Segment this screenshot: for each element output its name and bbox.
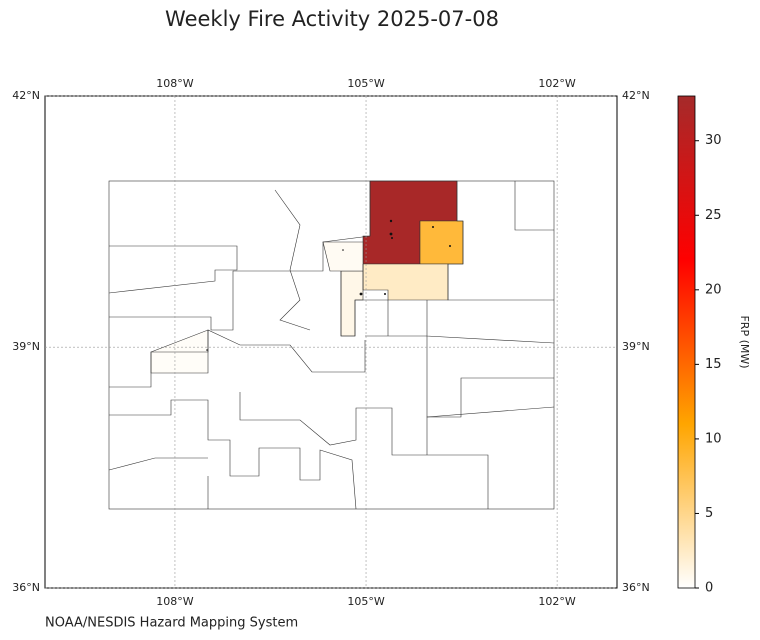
fire-area bbox=[322, 241, 364, 272]
lon-tick-label: 108°W bbox=[156, 595, 193, 608]
county-line bbox=[108, 245, 238, 294]
county-line bbox=[426, 300, 555, 344]
lon-tick-label: 105°W bbox=[347, 77, 384, 90]
county-line bbox=[108, 457, 208, 471]
fire-point bbox=[432, 226, 434, 228]
lon-tick-label: 102°W bbox=[538, 77, 575, 90]
fire-point bbox=[391, 237, 393, 239]
fire-area bbox=[150, 329, 209, 374]
fire-point bbox=[389, 219, 393, 223]
lat-tick-label: 36°N bbox=[622, 581, 650, 594]
fire-point bbox=[342, 249, 344, 251]
county-line bbox=[109, 329, 366, 388]
fire-point bbox=[389, 232, 393, 236]
colorbar-tick-label: 30 bbox=[705, 133, 722, 148]
lon-tick-label: 108°W bbox=[156, 77, 193, 90]
county-line bbox=[239, 392, 489, 509]
lat-tick-label: 39°N bbox=[622, 340, 650, 353]
county-line bbox=[426, 406, 555, 455]
colorbar-tick-label: 25 bbox=[705, 208, 722, 223]
source: NOAA/NESDIS Hazard Mapping System bbox=[45, 616, 298, 631]
counties bbox=[108, 180, 555, 510]
colorbar-tick-label: 20 bbox=[705, 282, 722, 297]
lat-tick-label: 42°N bbox=[622, 89, 650, 102]
lon-tick-label: 102°W bbox=[538, 595, 575, 608]
fire-point bbox=[384, 293, 386, 295]
fire-point bbox=[206, 349, 208, 351]
colorbar bbox=[677, 95, 696, 589]
colorbar-tick-label: 5 bbox=[705, 506, 713, 521]
lat-tick-label: 39°N bbox=[12, 340, 40, 353]
title: Weekly Fire Activity 2025-07-08 bbox=[165, 7, 499, 31]
fire-area bbox=[340, 270, 364, 337]
fire-areas bbox=[150, 180, 464, 374]
fire-point bbox=[359, 292, 363, 296]
county-line bbox=[274, 189, 311, 331]
colorbar-tick-label: 0 bbox=[705, 581, 713, 596]
fire-area bbox=[419, 220, 464, 265]
county-line bbox=[109, 181, 371, 331]
lat-tick-label: 36°N bbox=[12, 581, 40, 594]
fire-area bbox=[362, 263, 449, 301]
colorbar-label: FRP (MW) bbox=[738, 315, 751, 368]
county-line bbox=[447, 181, 554, 301]
fire-detections bbox=[206, 219, 451, 351]
state-outline bbox=[108, 180, 555, 510]
lon-tick-label: 105°W bbox=[347, 595, 384, 608]
county-line bbox=[365, 335, 554, 418]
colorbar-tick-label: 10 bbox=[705, 431, 722, 446]
colorbar-tick-label: 15 bbox=[705, 357, 722, 372]
lat-tick-label: 42°N bbox=[12, 89, 40, 102]
county-line bbox=[109, 399, 357, 510]
fire-point bbox=[449, 245, 451, 247]
county-line bbox=[514, 181, 554, 231]
county-line bbox=[340, 271, 389, 337]
